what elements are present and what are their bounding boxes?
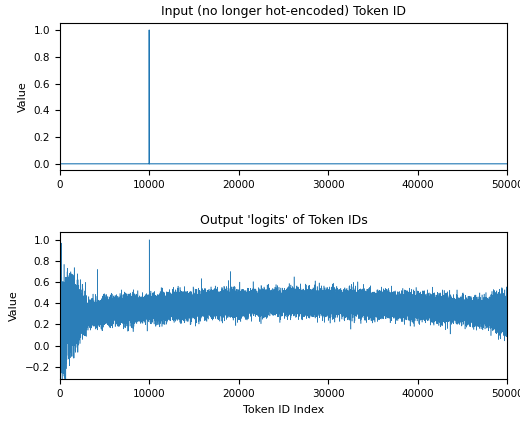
Title: Output 'logits' of Token IDs: Output 'logits' of Token IDs	[200, 214, 367, 227]
Title: Input (no longer hot-encoded) Token ID: Input (no longer hot-encoded) Token ID	[161, 5, 406, 18]
Y-axis label: Value: Value	[18, 81, 28, 112]
X-axis label: Token ID Index: Token ID Index	[243, 405, 324, 415]
Y-axis label: Value: Value	[9, 290, 19, 321]
